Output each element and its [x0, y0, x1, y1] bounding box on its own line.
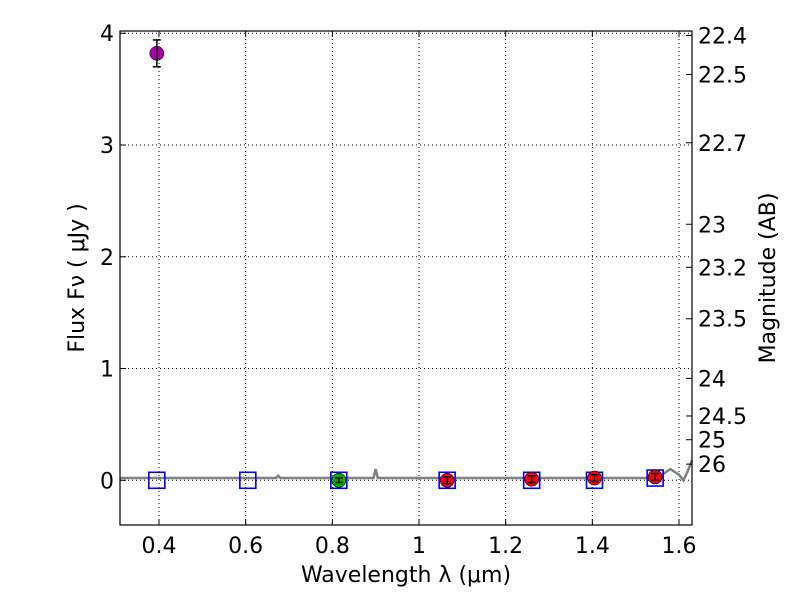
x-axis-title: Wavelength λ (μm): [301, 563, 511, 588]
magnitude-tick-label: 23.2: [698, 256, 747, 281]
model-band-marker: [330, 471, 348, 490]
magnitude-tick-label: 26: [698, 453, 726, 478]
grid-lines: [120, 31, 692, 525]
y-tick-label: 0: [100, 469, 114, 494]
magnitude-tick-label: 22.5: [698, 64, 747, 89]
magnitude-tick-label: 23.5: [698, 308, 747, 333]
model-band-marker: [239, 471, 257, 490]
model-band-marker: [148, 471, 166, 490]
model-band-marker: [438, 471, 456, 490]
y-tick-label: 1: [100, 358, 114, 383]
data-points-layer: [148, 39, 664, 490]
y-tick-label: 4: [100, 22, 114, 47]
axis-ticks: [120, 31, 692, 525]
x-tick-label: 1.2: [488, 534, 523, 559]
x-tick-label: 1: [412, 534, 426, 559]
plot-frame: [119, 30, 693, 526]
magnitude-tick-label: 25: [698, 429, 726, 454]
x-tick-label: 0.6: [228, 534, 263, 559]
y-axis-title: Flux Fν ( μJy ): [65, 203, 90, 352]
magnitude-tick-label: 23: [698, 213, 726, 238]
magnitude-axis-title: Magnitude (AB): [756, 193, 781, 364]
x-tick-label: 0.8: [315, 534, 350, 559]
x-tick-label: 0.4: [142, 534, 177, 559]
x-tick-label: 1.6: [662, 534, 697, 559]
magnitude-tick-label: 22.4: [698, 24, 747, 49]
model-spectrum-layer: [120, 459, 694, 483]
y-tick-label: 3: [100, 134, 114, 159]
y-tick-label: 2: [100, 246, 114, 271]
magnitude-tick-label: 24: [698, 367, 726, 392]
magnitude-tick-label: 22.7: [698, 132, 747, 157]
model-spectrum-line: [120, 459, 694, 483]
magnitude-tick-label: 24.5: [698, 405, 747, 430]
x-tick-label: 1.4: [575, 534, 610, 559]
